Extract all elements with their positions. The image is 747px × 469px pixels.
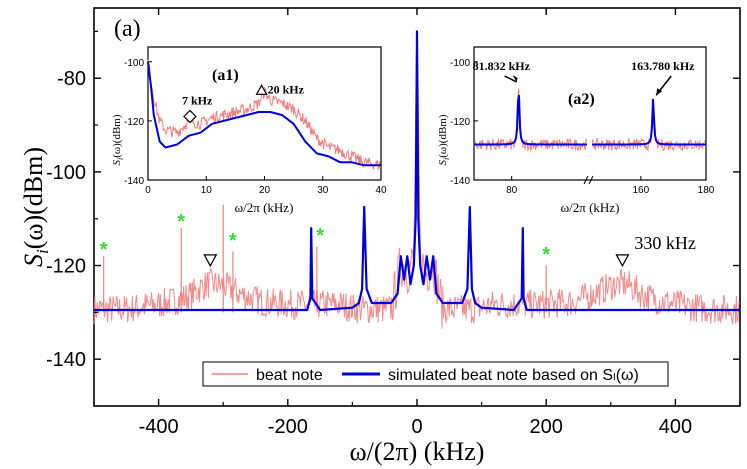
inset-a2-left-beat-note-line — [473, 88, 588, 153]
inset-a1-marker-label: 20 kHz — [268, 82, 305, 96]
inset-a1-x-axis-label: ω/2π (kHz) — [235, 200, 294, 215]
inset-a1-label: (a1) — [212, 67, 239, 84]
inset-a1-triangle-marker — [255, 84, 268, 95]
inset-a2-right-beat-note-line — [591, 101, 706, 152]
x-tick-label: 0 — [411, 416, 422, 438]
inset-a2-y-label-sub: i — [442, 158, 451, 160]
inset-a1-x-tick-label: 20 — [259, 185, 271, 196]
inset-a1-diamond-marker — [183, 109, 197, 124]
star-marker: * — [316, 225, 324, 247]
x-axis-label: ω/(2π) (kHz) — [350, 437, 485, 466]
x-tick-label: 400 — [659, 416, 692, 438]
inset-a2-axis-break — [583, 175, 589, 185]
inset-a1-y-label-rest: (ω)(dBm) — [111, 114, 123, 158]
inset-a2-right-simulated-line — [592, 98, 706, 146]
inset-a2-axis-break — [588, 175, 594, 185]
star-marker: * — [177, 211, 185, 233]
inset-a2-y-label-main: S — [437, 160, 449, 166]
legend: beat note simulated beat note based on S… — [202, 361, 669, 387]
inset-a2-peak-arrow — [504, 75, 517, 83]
x-tick-label: 200 — [530, 416, 563, 438]
legend-label-beat-note: beat note — [256, 367, 323, 384]
panel-label: (a) — [114, 16, 141, 42]
y-tick-label: -100 — [46, 162, 86, 184]
inset-a1-y-label-sub: i — [116, 158, 125, 160]
inset-a2: 81.832 kHz 163.780 kHz 80 160 180 -100 -120 -1… — [437, 46, 715, 215]
inset-a2-y-label-rest: (ω)(dBm) — [437, 114, 449, 158]
star-marker: * — [100, 239, 108, 261]
inset-a2-arrow-head — [512, 74, 518, 82]
inset-a2-x-tick-label: 180 — [698, 185, 715, 196]
inset-a2-peak-label: 163.780 kHz — [631, 59, 695, 73]
y-axis-label-main: S — [19, 254, 48, 267]
y-tick-label: -80 — [57, 68, 86, 90]
inset-a1-y-axis-label: Si(ω)(dBm) — [111, 114, 125, 165]
inset-a2-x-tick-label: 160 — [633, 185, 650, 196]
inset-a2-arrow-head — [656, 88, 663, 96]
series-simulated-line — [94, 30, 740, 312]
inset-a2-y-tick-label: -120 — [450, 117, 470, 128]
inset-a1-plot-area: 7 kHz 20 kHz — [147, 59, 381, 171]
inset-a2-y-tick-label: -140 — [450, 176, 470, 187]
x-tick-label: -400 — [139, 416, 179, 438]
inset-a1-frame — [147, 46, 382, 181]
inset-a2-x-axis-label: ω/2π (kHz) — [561, 200, 620, 215]
inset-a2-left-simulated-line — [474, 95, 587, 146]
y-axis-label-rest: (ω)(dBm) — [19, 147, 48, 249]
inset-a2-y-tick-label: -100 — [450, 58, 470, 69]
inset-a1-simulated-line — [147, 61, 381, 167]
legend-box — [202, 361, 669, 387]
y-axis-label: Si(ω)(dBm) — [19, 147, 52, 267]
inset-a2-y-axis-label: Si(ω)(dBm) — [437, 114, 451, 165]
inset-a2-axes: 80 160 180 -100 -120 -140 — [450, 58, 715, 196]
inset-a2-peak-label: 81.832 kHz — [473, 59, 531, 73]
inset-a1-x-tick-label: 40 — [375, 185, 387, 196]
x-tick-label: -200 — [268, 416, 308, 438]
legend-label-simulated: simulated beat note based on Sₗ(ω) — [388, 367, 639, 384]
inset-a1: 7 kHz 20 kHz 0 10 20 30 40 -100 -120 -140 (a1) ω… — [111, 46, 387, 215]
triangle-marker-label: 330 kHz — [634, 233, 696, 253]
inset-a1-x-tick-label: 10 — [201, 185, 213, 196]
star-marker: * — [229, 230, 237, 252]
star-marker: * — [542, 244, 550, 266]
inset-a1-axes: 0 10 20 30 40 -100 -120 -140 — [124, 58, 387, 196]
inset-a1-y-tick-label: -140 — [124, 176, 144, 187]
y-axis-label-sub: i — [33, 249, 52, 254]
triangle-marker — [615, 254, 630, 268]
inset-a1-y-tick-label: -100 — [124, 58, 144, 69]
inset-a1-y-tick-label: -120 — [124, 117, 144, 128]
inset-a1-x-tick-label: 30 — [317, 185, 329, 196]
inset-a2-x-tick-label: 80 — [506, 185, 518, 196]
inset-a1-beat-note-line — [147, 59, 381, 171]
inset-a2-plot-area: 81.832 kHz 163.780 kHz — [473, 59, 706, 153]
inset-a1-marker-label: 7 kHz — [182, 93, 213, 107]
triangle-marker — [203, 254, 218, 268]
inset-a2-frame — [473, 46, 707, 181]
main-axes: -400 -200 0 200 400-80-100-120-140 — [46, 8, 741, 438]
inset-a1-y-label-main: S — [111, 160, 123, 166]
inset-a1-x-tick-label: 0 — [145, 185, 151, 196]
inset-a2-label: (a2) — [568, 91, 595, 108]
y-tick-label: -140 — [46, 349, 86, 371]
y-tick-label: -120 — [46, 256, 86, 278]
